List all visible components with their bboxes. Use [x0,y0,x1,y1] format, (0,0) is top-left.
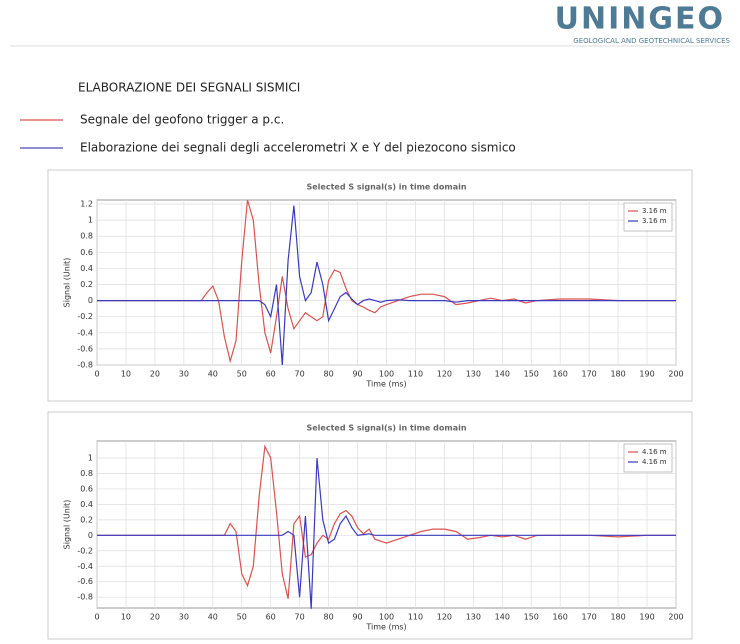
y-tick-label: 0.2 [80,280,93,289]
y-tick-label: -0.2 [77,546,93,555]
x-tick-label: 20 [150,370,160,379]
x-tick-label: 120 [437,370,452,379]
x-tick-label: 150 [524,613,539,622]
y-tick-label: -0.8 [77,593,93,602]
x-tick-label: 140 [495,370,510,379]
x-tick-label: 180 [610,370,625,379]
series-line [97,444,676,599]
y-tick-label: 0.8 [80,469,93,478]
x-tick-label: 160 [553,613,568,622]
x-tick-label: 10 [121,370,131,379]
y-tick-label: 0.2 [80,515,93,524]
x-tick-label: 130 [466,370,481,379]
x-tick-label: 110 [408,613,423,622]
x-tick-label: 40 [208,613,218,622]
series-line [97,457,676,609]
x-tick-label: 70 [295,370,305,379]
y-tick-label: -0.2 [77,312,93,321]
y-tick-label: 1 [88,216,93,225]
x-tick-label: 0 [94,613,99,622]
x-tick-label: 50 [237,613,247,622]
x-tick-label: 70 [295,613,305,622]
y-tick-label: -0.4 [77,562,93,571]
logo: UNINGEO [555,2,725,37]
y-axis-label: Signal (Unit) [63,258,72,308]
y-tick-label: 0.6 [80,248,93,257]
legend-label: Segnale del geofono trigger a p.c. [80,113,284,127]
y-tick-label: 0.4 [80,500,93,509]
x-tick-label: 120 [437,613,452,622]
x-tick-label: 30 [179,613,189,622]
tagline: GEOLOGICAL AND GEOTECHNICAL SERVICES [573,37,730,45]
y-tick-label: -0.8 [77,361,93,370]
x-tick-label: 170 [582,613,597,622]
x-tick-label: 200 [668,613,683,622]
heading: ELABORAZIONE DEI SEGNALI SISMICI [78,81,300,95]
x-tick-label: 30 [179,370,189,379]
y-tick-label: -0.4 [77,328,93,337]
y-tick-label: 0.4 [80,264,93,273]
x-tick-label: 180 [610,613,625,622]
x-tick-label: 160 [553,370,568,379]
series-line [97,199,676,364]
x-tick-label: 20 [150,613,160,622]
x-tick-label: 90 [352,613,362,622]
y-axis-label: Signal (Unit) [63,500,72,550]
x-axis-label: Time (ms) [365,380,406,389]
x-tick-label: 130 [466,613,481,622]
x-tick-label: 110 [408,370,423,379]
series-line [97,205,676,366]
y-tick-label: 0.6 [80,484,93,493]
legend-label: 3.16 m [642,207,667,215]
x-axis-label: Time (ms) [365,623,406,632]
x-tick-label: 60 [266,613,276,622]
y-tick-label: -0.6 [77,577,93,586]
x-tick-label: 190 [639,613,654,622]
x-tick-label: 0 [94,370,99,379]
x-tick-label: 80 [324,613,334,622]
x-tick-label: 190 [639,370,654,379]
chart-title: Selected S signal(s) in time domain [306,183,466,192]
legend-label: 4.16 m [642,448,667,456]
x-tick-label: 90 [352,370,362,379]
x-tick-label: 40 [208,370,218,379]
x-tick-label: 140 [495,613,510,622]
y-tick-label: 0.8 [80,232,93,241]
legend-label: 4.16 m [642,458,667,466]
y-tick-label: -0.6 [77,344,93,353]
legend-box [623,202,673,232]
x-tick-label: 100 [379,613,394,622]
legend-label: Elaborazione dei segnali degli accelerom… [80,141,516,155]
legend-box [623,443,673,473]
x-tick-label: 100 [379,370,394,379]
y-tick-label: 0 [88,531,93,540]
legend-label: 3.16 m [642,217,667,225]
x-tick-label: 60 [266,370,276,379]
x-tick-label: 10 [121,613,131,622]
x-tick-label: 50 [237,370,247,379]
x-tick-label: 80 [324,370,334,379]
x-tick-label: 170 [582,370,597,379]
x-tick-label: 200 [668,370,683,379]
x-tick-label: 150 [524,370,539,379]
y-tick-label: 0 [88,296,93,305]
y-tick-label: 1 [88,454,93,463]
y-tick-label: 1.2 [80,200,93,209]
chart-title: Selected S signal(s) in time domain [306,424,466,433]
